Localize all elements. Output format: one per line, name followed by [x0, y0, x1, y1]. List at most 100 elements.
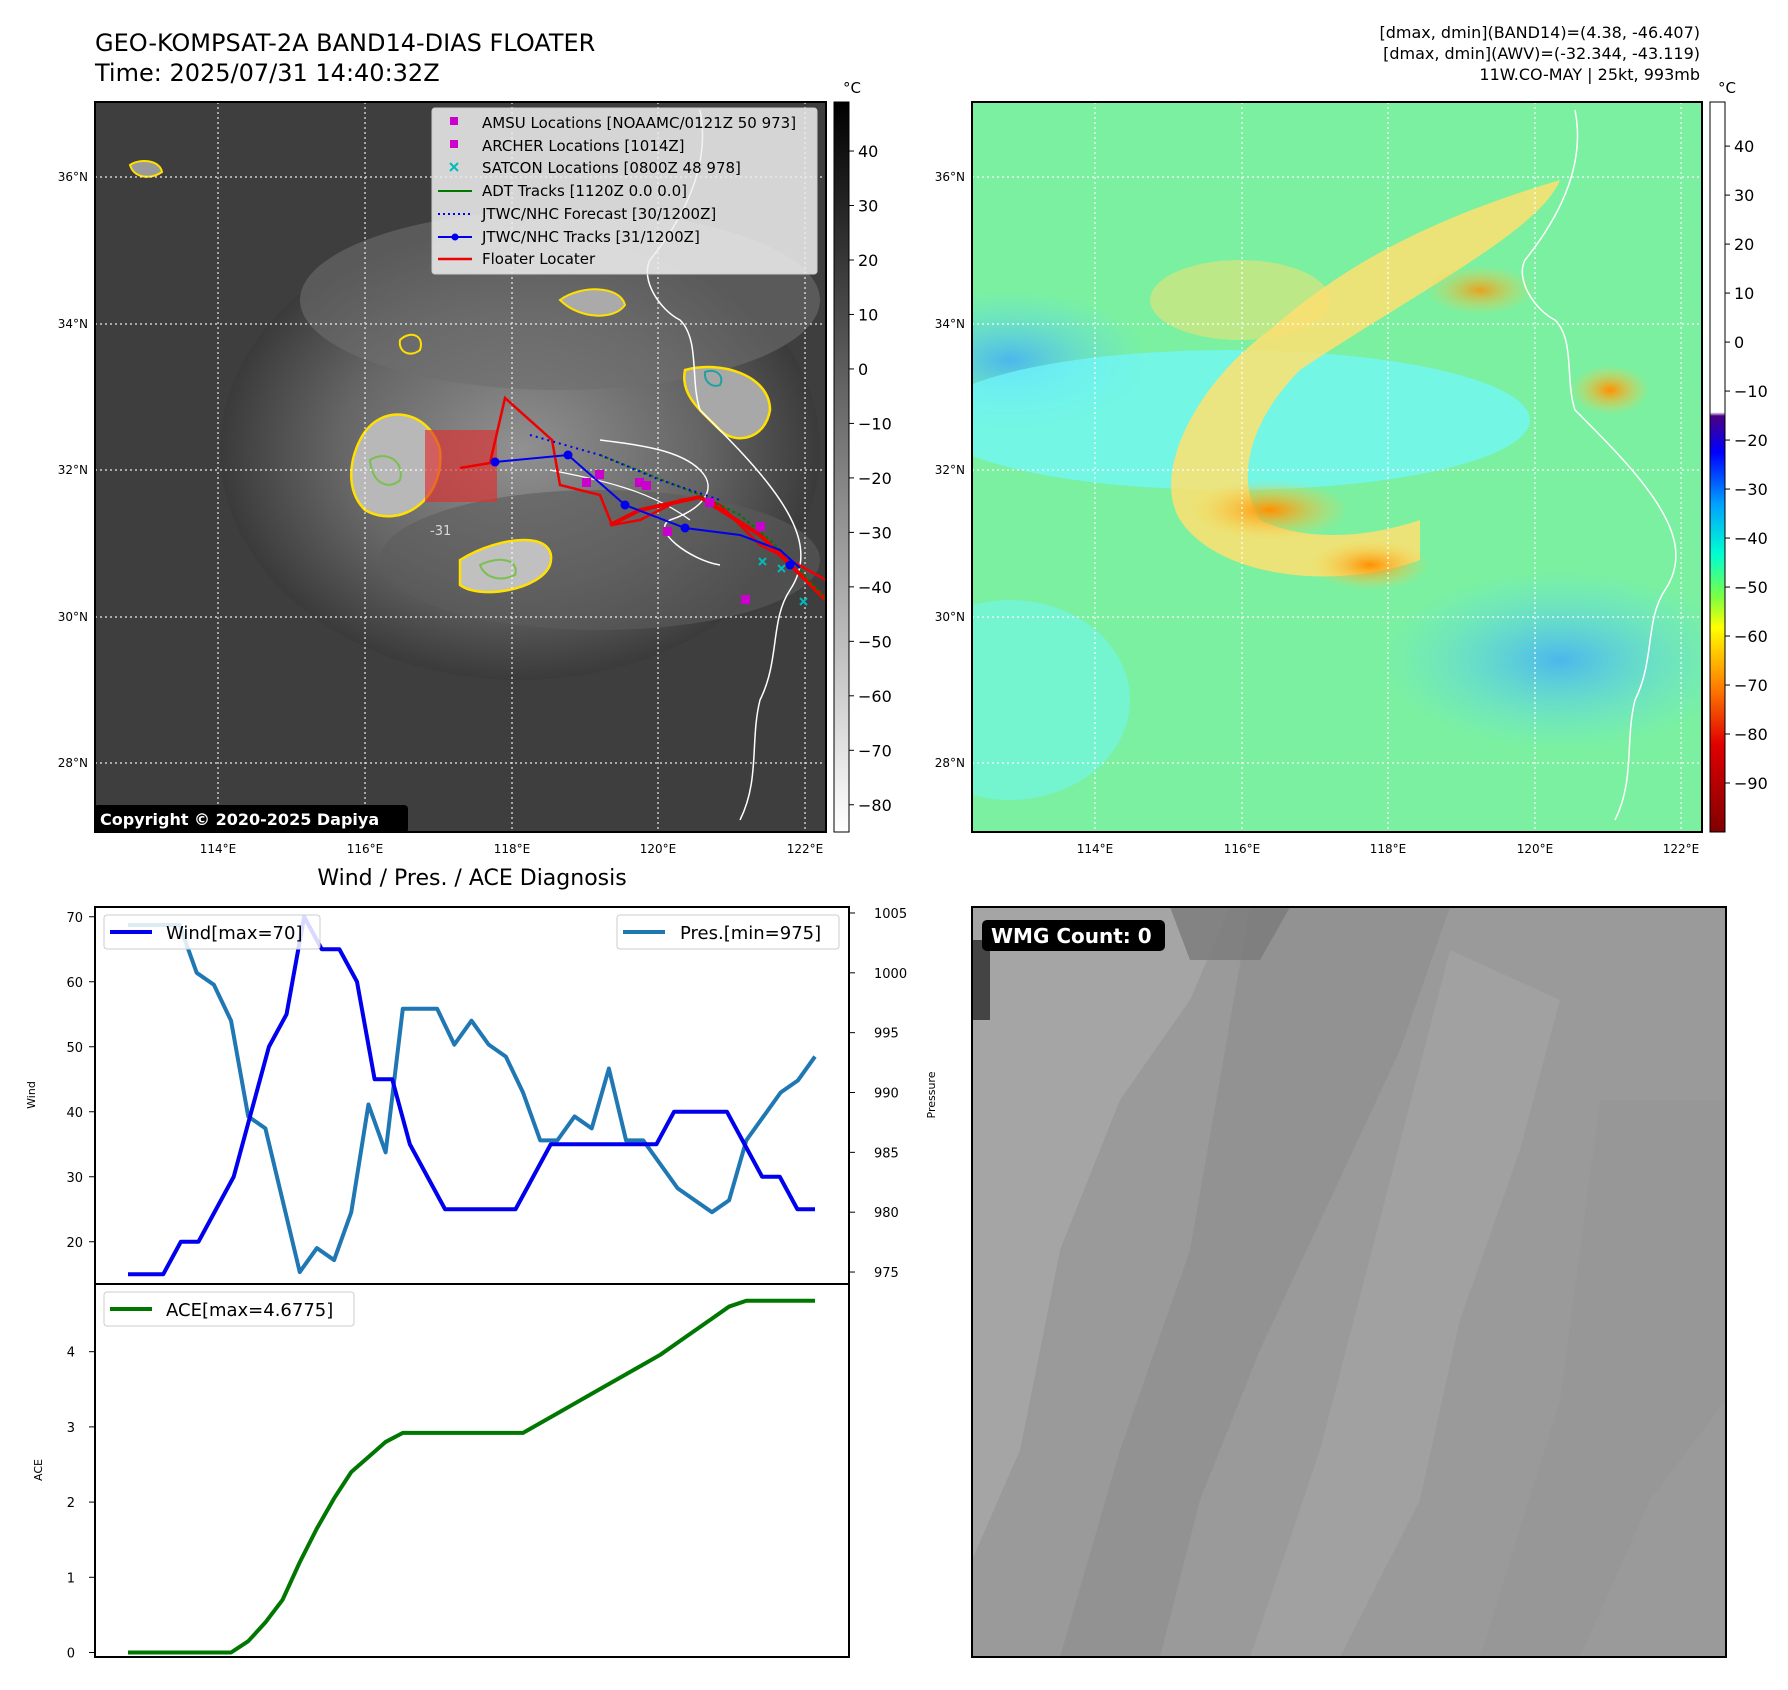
- figure-time: Time: 2025/07/31 14:40:32Z: [94, 59, 440, 87]
- copyright-text: Copyright © 2020-2025 Dapiya: [100, 810, 379, 829]
- ace-tick-label: 0: [67, 1646, 75, 1661]
- awv-colorbar: °C 40 30 20 10 0 −10 −20 −30 −40 −50 −60 −70 −80 −90: [1709, 79, 1768, 833]
- wind-tick-label: 30: [66, 1171, 83, 1186]
- ir-colorbar-tick-label: −30: [858, 523, 892, 542]
- legend-item: SATCON Locations [0800Z 48 978]: [482, 159, 741, 177]
- ace-tick-label: 3: [67, 1421, 75, 1436]
- ace-legend: ACE[max=4.6775]: [103, 1291, 355, 1327]
- wmg-count-badge: [982, 920, 1165, 951]
- legend-item: AMSU Locations [NOAAMC/0121Z 50 973]: [482, 114, 796, 132]
- awv-colorbar-tick-label: 40: [1734, 137, 1754, 156]
- lon-tick: 114°E: [200, 842, 237, 856]
- legend-item: ARCHER Locations [1014Z]: [482, 137, 685, 155]
- pressure-tick-label: 985: [874, 1146, 899, 1161]
- wind-tick-label: 40: [66, 1106, 83, 1121]
- wmg-panel: WMG Count: 0: [971, 906, 1727, 1658]
- ir-colorbar-tick-label: 30: [858, 197, 878, 216]
- copyright-badge: [95, 805, 408, 832]
- wind-pressure-frame: [94, 906, 850, 1285]
- awv-gridlines: [972, 102, 1702, 832]
- ir-colorbar-tick-label: 10: [858, 305, 878, 324]
- ir-colorbar-tick-label: −50: [858, 632, 892, 651]
- pressure-axis-label: Pressure: [925, 1071, 938, 1118]
- ace-chart: ACE 4 3 2 1 0 ACE[max=4.6775]: [32, 1283, 850, 1661]
- lon-tick: 116°E: [347, 842, 384, 856]
- legend-item: JTWC/NHC Tracks [31/1200Z]: [481, 228, 700, 246]
- awv-colorbar-tick-label: −20: [1734, 431, 1768, 450]
- pressure-line: [128, 922, 817, 1275]
- lat-tick: 30°N: [58, 610, 88, 624]
- awv-colorbar-tick-label: −30: [1734, 480, 1768, 499]
- pressure-tick-label: 1005: [874, 907, 907, 922]
- ir-colorbar-tick-label: 20: [858, 251, 878, 270]
- cold-cloud-contour: [350, 413, 442, 518]
- legend-item: JTWC/NHC Forecast [30/1200Z]: [481, 205, 716, 223]
- lon-tick: 118°E: [1370, 842, 1407, 856]
- awv-colorbar-tick-label: −60: [1734, 627, 1768, 646]
- pressure-tick-label: 1000: [874, 967, 907, 982]
- satcon-locations: [758, 557, 808, 606]
- ir-colorbar-tick-label: 40: [858, 142, 878, 161]
- pressure-tick-label: 975: [874, 1266, 899, 1281]
- lon-tick: 122°E: [1663, 842, 1700, 856]
- awv-colorbar-tick-label: 20: [1734, 235, 1754, 254]
- lon-tick: 118°E: [494, 842, 531, 856]
- lon-tick: 120°E: [640, 842, 677, 856]
- awv-coastline: [1521, 109, 1677, 821]
- wind-tick-label: 50: [66, 1041, 83, 1056]
- lat-tick: 32°N: [58, 463, 88, 477]
- lat-tick: 30°N: [935, 610, 965, 624]
- ir-colorbar-tick-label: −70: [858, 741, 892, 760]
- figure-title: GEO-KOMPSAT-2A BAND14-DIAS FLOATER: [95, 29, 595, 57]
- pressure-tick-label: 995: [874, 1027, 899, 1042]
- lat-tick: 34°N: [58, 317, 88, 331]
- diagnosis-title: Wind / Pres. / ACE Diagnosis: [317, 866, 626, 891]
- ir-colorbar: °C 40 30 20 10 0 −10 −20 −30 −40 −50 −60 −70 −80: [833, 79, 892, 833]
- satcon-legend-icon: [449, 162, 459, 172]
- wind-tick-label: 20: [66, 1236, 83, 1251]
- awv-colorbar-tick-label: −10: [1734, 382, 1768, 401]
- wmg-count-label: WMG Count: 0: [991, 924, 1152, 948]
- map-legend: AMSU Locations [NOAAMC/0121Z 50 973] ARC…: [431, 107, 818, 275]
- jtwc-track-points: [490, 450, 795, 570]
- jtwc-forecast-track: [529, 434, 721, 501]
- amsu-legend-icon: [450, 117, 458, 125]
- pressure-legend: Pres.[min=975]: [616, 914, 840, 950]
- lon-tick: 122°E: [787, 842, 824, 856]
- ir-colorbar-unit: °C: [843, 79, 861, 97]
- ace-frame: [94, 1283, 850, 1658]
- legend-item: ADT Tracks [1120Z 0.0 0.0]: [482, 182, 687, 200]
- ir-colorbar-tick-label: 0: [858, 360, 868, 379]
- wind-tick-label: 70: [66, 911, 83, 926]
- archer-legend-icon: [450, 140, 458, 148]
- ace-tick-label: 1: [67, 1571, 75, 1586]
- awv-dry-band: [1171, 180, 1560, 577]
- awv-colorbar-tick-label: 0: [1734, 333, 1744, 352]
- amsu-locations: [582, 470, 765, 604]
- wind-tick-label: 60: [66, 976, 83, 991]
- lat-tick: 36°N: [58, 170, 88, 184]
- ir-map-panel: -31: [58, 101, 827, 856]
- wind-axis-label: Wind: [25, 1081, 38, 1109]
- awv-map-panel: 36°N 34°N 32°N 30°N 28°N 114°E 116°E 118…: [935, 101, 1703, 856]
- pressure-tick-label: 980: [874, 1206, 899, 1221]
- lon-tick: 116°E: [1224, 842, 1261, 856]
- ir-colorbar-tick-label: −80: [858, 796, 892, 815]
- wind-line: [128, 914, 815, 1277]
- lat-tick: 28°N: [935, 756, 965, 770]
- ir-map-frame: [94, 101, 827, 833]
- awv-colorbar-unit: °C: [1718, 79, 1736, 97]
- ace-tick-label: 4: [67, 1346, 75, 1361]
- legend-item: Floater Locater: [482, 250, 596, 268]
- adt-track: [599, 454, 826, 601]
- awv-range-info: [dmax, dmin](AWV)=(-32.344, -43.119): [1383, 44, 1700, 63]
- awv-colorbar-tick-label: 30: [1734, 186, 1754, 205]
- lat-tick: 36°N: [935, 170, 965, 184]
- ace-line: [128, 1298, 815, 1655]
- lat-tick: 34°N: [935, 317, 965, 331]
- awv-colorbar-tick-label: −70: [1734, 676, 1768, 695]
- wind-legend-label: Wind[max=70]: [166, 923, 303, 944]
- awv-colorbar-tick-label: −90: [1734, 774, 1768, 793]
- ir-colorbar-tick-label: −10: [858, 414, 892, 433]
